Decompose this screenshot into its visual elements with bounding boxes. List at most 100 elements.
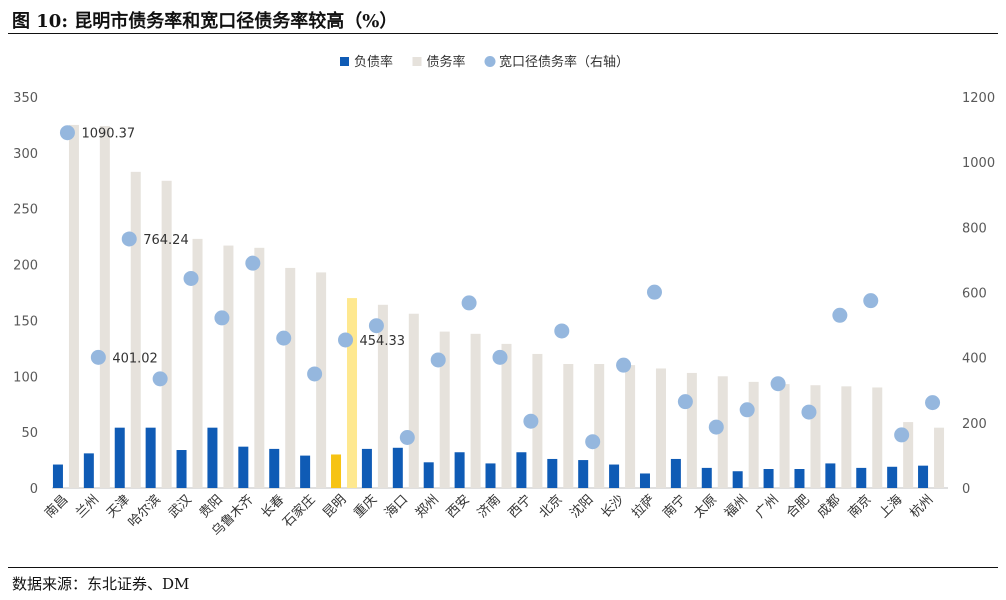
x-category-label: 北京: [537, 492, 566, 521]
bar-debt-ratio2: [625, 365, 636, 488]
x-category-label: 长沙: [598, 492, 627, 521]
x-category-label: 昆明: [320, 492, 349, 521]
y-right-tick-label: 400: [962, 352, 987, 367]
bar-debt-ratio: [763, 469, 774, 488]
x-category-label: 哈尔滨: [125, 492, 164, 531]
dot-wide-debt-ratio: [832, 307, 848, 323]
bar-debt-ratio: [238, 446, 249, 488]
bar-debt-ratio: [52, 464, 63, 488]
bar-debt-ratio: [701, 467, 712, 488]
bar-debt-ratio2: [686, 372, 697, 488]
source-note: 数据来源：东北证券、DM: [12, 575, 190, 593]
bar-debt-ratio: [423, 462, 434, 488]
bar-debt-ratio: [176, 450, 187, 488]
dot-wide-debt-ratio: [245, 255, 261, 271]
x-category-label: 广州: [753, 492, 782, 521]
dot-wide-debt-ratio: [739, 402, 755, 418]
bar-debt-ratio: [114, 427, 125, 488]
x-category-label: 南昌: [42, 492, 72, 522]
y-right-tick-label: 1000: [962, 156, 995, 171]
y-left-tick-label: 200: [13, 259, 38, 274]
bar-debt-ratio2: [223, 245, 234, 488]
x-category-label: 郑州: [413, 492, 442, 521]
x-category-label: 济南: [474, 492, 504, 522]
dot-wide-debt-ratio: [90, 349, 106, 365]
data-label: 401.02: [112, 351, 157, 366]
chart-bars: [52, 124, 945, 489]
legend-swatch-wide-ratio: [484, 56, 496, 67]
bar-debt-ratio2: [347, 298, 358, 488]
y-left-tick-label: 250: [13, 203, 38, 218]
bar-debt-ratio: [639, 473, 650, 488]
bar-debt-ratio: [670, 458, 681, 488]
bar-debt-ratio: [207, 427, 218, 488]
x-category-label: 石家庄: [280, 492, 319, 531]
dot-wide-debt-ratio: [770, 376, 786, 392]
bar-debt-ratio2: [254, 247, 265, 488]
bar-debt-ratio2: [872, 387, 883, 488]
x-category-label: 西安: [444, 492, 473, 521]
chart-labels: 1090.37 401.02 764.24 454.33: [81, 127, 405, 367]
x-category-label: 福州: [722, 492, 751, 521]
dot-wide-debt-ratio: [430, 352, 446, 368]
x-category-label: 成都: [815, 492, 844, 521]
data-label: 764.24: [143, 233, 189, 248]
dot-wide-debt-ratio: [461, 295, 477, 311]
bar-debt-ratio: [516, 452, 527, 488]
y-left-tick-label: 50: [21, 426, 38, 441]
dot-wide-debt-ratio: [708, 419, 724, 435]
bar-debt-ratio2: [377, 304, 388, 488]
x-category-label: 太原: [691, 492, 720, 521]
y-left-tick-label: 100: [13, 370, 38, 385]
data-label: 1090.37: [81, 127, 135, 142]
dot-wide-debt-ratio: [338, 332, 354, 348]
bar-debt-ratio: [609, 464, 620, 488]
bar-debt-ratio: [856, 467, 867, 488]
dot-wide-debt-ratio: [894, 427, 910, 443]
x-category-label: 武汉: [166, 492, 195, 521]
dot-wide-debt-ratio: [276, 330, 292, 346]
y-right-tick-label: 200: [962, 417, 987, 432]
dot-wide-debt-ratio: [554, 323, 570, 339]
x-category-label: 南宁: [659, 492, 689, 522]
dot-wide-debt-ratio: [59, 125, 75, 141]
bar-debt-ratio2: [501, 343, 512, 488]
bar-debt-ratio2: [68, 124, 79, 488]
dot-wide-debt-ratio: [925, 395, 941, 411]
x-category-label: 南京: [845, 492, 875, 522]
bar-debt-ratio2: [655, 368, 666, 488]
x-category-label: 上海: [876, 492, 905, 521]
bar-debt-ratio2: [841, 386, 852, 488]
x-category-label: 重庆: [351, 492, 381, 522]
legend-label: 宽口径债务率（右轴）: [499, 54, 629, 70]
data-label: 454.33: [360, 334, 406, 349]
x-category-label: 沈阳: [568, 492, 597, 521]
x-category-label: 西宁: [505, 492, 535, 522]
bar-debt-ratio: [269, 448, 280, 488]
chart-dots: [59, 125, 941, 450]
dot-wide-debt-ratio: [863, 293, 879, 309]
bar-debt-ratio2: [192, 238, 203, 488]
bar-debt-ratio2: [439, 331, 450, 488]
dot-wide-debt-ratio: [183, 270, 199, 286]
bar-debt-ratio2: [903, 422, 914, 488]
bar-debt-ratio: [300, 455, 311, 488]
x-category-label: 合肥: [784, 492, 813, 521]
bar-debt-ratio2: [934, 427, 945, 488]
dot-wide-debt-ratio: [616, 357, 632, 373]
y-left-tick-label: 350: [13, 91, 38, 106]
x-category-label: 兰州: [73, 492, 102, 521]
dot-wide-debt-ratio: [307, 366, 323, 382]
bar-debt-ratio2: [99, 126, 110, 488]
legend-label: 债务率: [427, 54, 466, 70]
bar-debt-ratio: [918, 465, 929, 488]
bar-debt-ratio2: [161, 180, 172, 489]
chart-legend: 负债率 债务率 宽口径债务率（右轴）: [340, 54, 629, 70]
bar-debt-ratio2: [594, 363, 605, 488]
legend-swatch-debt-ratio2: [412, 57, 422, 66]
dot-wide-debt-ratio: [152, 371, 168, 387]
legend-label: 负债率: [354, 54, 393, 70]
bar-debt-ratio: [392, 447, 403, 488]
dot-wide-debt-ratio: [801, 404, 817, 420]
bar-debt-ratio: [331, 454, 342, 488]
